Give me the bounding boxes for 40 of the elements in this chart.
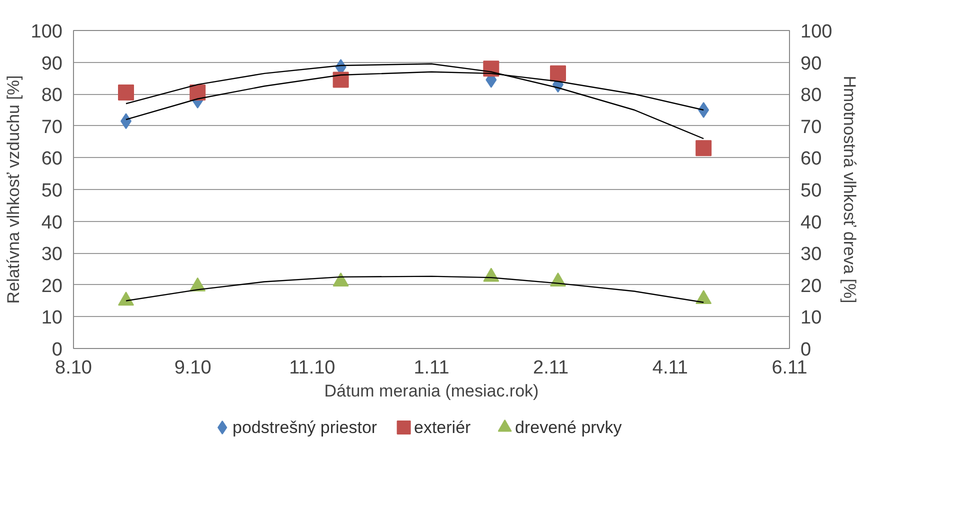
y2-axis-title: Hmotnostná vlhkosť dreva [%] bbox=[840, 76, 860, 304]
point bbox=[698, 102, 710, 118]
y2-tick-label: 20 bbox=[800, 276, 822, 297]
y-tick-label: 20 bbox=[41, 276, 63, 297]
y-tick-label: 70 bbox=[41, 116, 63, 138]
x-tick-label: 11.10 bbox=[289, 358, 336, 378]
x-tick-label: 8.10 bbox=[55, 358, 92, 378]
y-tick-label: 90 bbox=[41, 53, 63, 74]
x-tick-label: 6.11 bbox=[772, 358, 808, 378]
y-tick-label: 10 bbox=[41, 308, 63, 329]
point bbox=[696, 140, 712, 156]
x-tick-label: 2.11 bbox=[533, 358, 569, 378]
y2-tick-label: 90 bbox=[800, 53, 822, 74]
y-tick-label: 80 bbox=[41, 85, 63, 106]
legend-label: podstrešný priestor bbox=[232, 418, 378, 437]
y2-tick-label: 30 bbox=[800, 244, 822, 266]
y2-tick-label: 50 bbox=[800, 180, 822, 202]
y-tick-label: 50 bbox=[41, 180, 63, 202]
y-tick-label: 40 bbox=[41, 212, 63, 234]
y-tick-label: 60 bbox=[41, 148, 63, 170]
y2-tick-label: 70 bbox=[800, 116, 822, 138]
point bbox=[550, 65, 566, 82]
legend-label: drevené prvky bbox=[515, 418, 622, 437]
y-tick-label: 30 bbox=[41, 244, 63, 266]
y2-tick-label: 10 bbox=[800, 308, 822, 329]
x-tick-label: 9.10 bbox=[174, 358, 212, 378]
point bbox=[332, 72, 349, 88]
x-tick-label: 1.11 bbox=[414, 358, 450, 378]
point bbox=[118, 84, 134, 101]
x-axis-title: Dátum merania (mesiac.rok) bbox=[324, 382, 539, 400]
y2-tick-label: 60 bbox=[800, 148, 822, 170]
x-tick-label: 4.11 bbox=[652, 358, 688, 378]
y2-tick-label: 0 bbox=[800, 340, 812, 360]
y-tick-label: 0 bbox=[52, 340, 63, 360]
y-axis-title: Relatívna vlhkosť vzduchu [%] bbox=[4, 75, 23, 304]
y-tick-label: 100 bbox=[30, 22, 62, 42]
y2-tick-label: 80 bbox=[800, 85, 822, 106]
legend-label: exteriér bbox=[414, 418, 472, 437]
y2-tick-label: 40 bbox=[800, 212, 822, 234]
y2-tick-label: 100 bbox=[800, 22, 832, 42]
